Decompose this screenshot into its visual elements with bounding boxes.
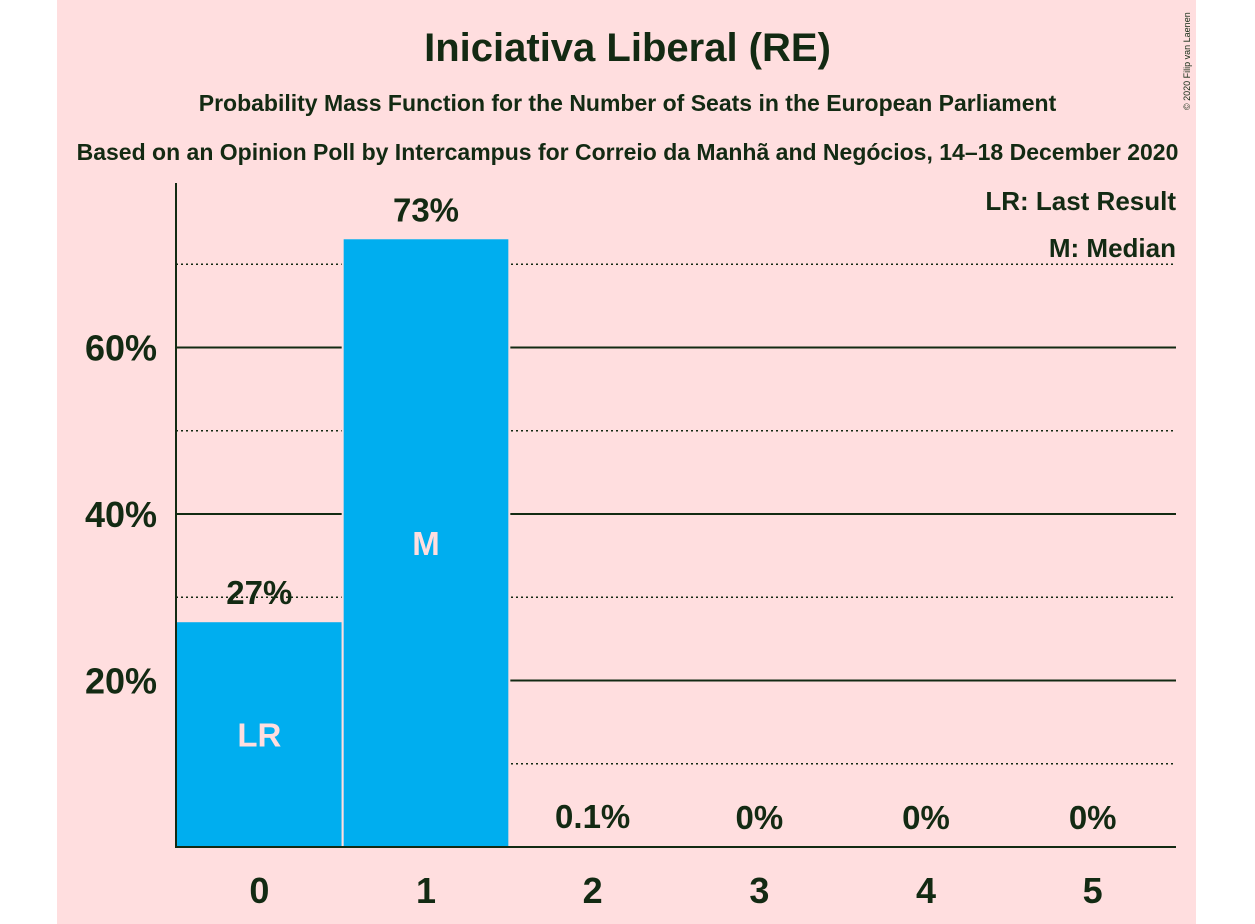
y-tick-label: 60% (85, 328, 157, 369)
y-tick-label: 40% (85, 494, 157, 535)
legend-entry: LR: Last Result (985, 186, 1176, 216)
bar (343, 239, 509, 847)
value-label: 0% (902, 799, 950, 836)
chart-subtitle: Probability Mass Function for the Number… (198, 90, 1057, 116)
chart-source: Based on an Opinion Poll by Intercampus … (76, 139, 1179, 165)
x-tick-label: 1 (416, 870, 436, 911)
bar-marker-label: M (412, 525, 440, 562)
value-label: 0% (1069, 799, 1117, 836)
value-label: 0% (735, 799, 783, 836)
legend-entry: M: Median (1049, 233, 1176, 263)
value-label: 27% (226, 574, 292, 611)
bar (177, 622, 342, 847)
x-tick-label: 5 (1083, 870, 1103, 911)
chart-title: Iniciativa Liberal (RE) (424, 26, 831, 70)
x-tick-label: 2 (583, 870, 603, 911)
value-label: 73% (393, 191, 459, 228)
x-tick-label: 3 (749, 870, 769, 911)
bar-marker-label: LR (237, 717, 281, 754)
y-tick-label: 20% (85, 661, 157, 702)
value-label: 0.1% (555, 798, 630, 835)
x-tick-label: 4 (916, 870, 936, 911)
x-tick-label: 0 (249, 870, 269, 911)
